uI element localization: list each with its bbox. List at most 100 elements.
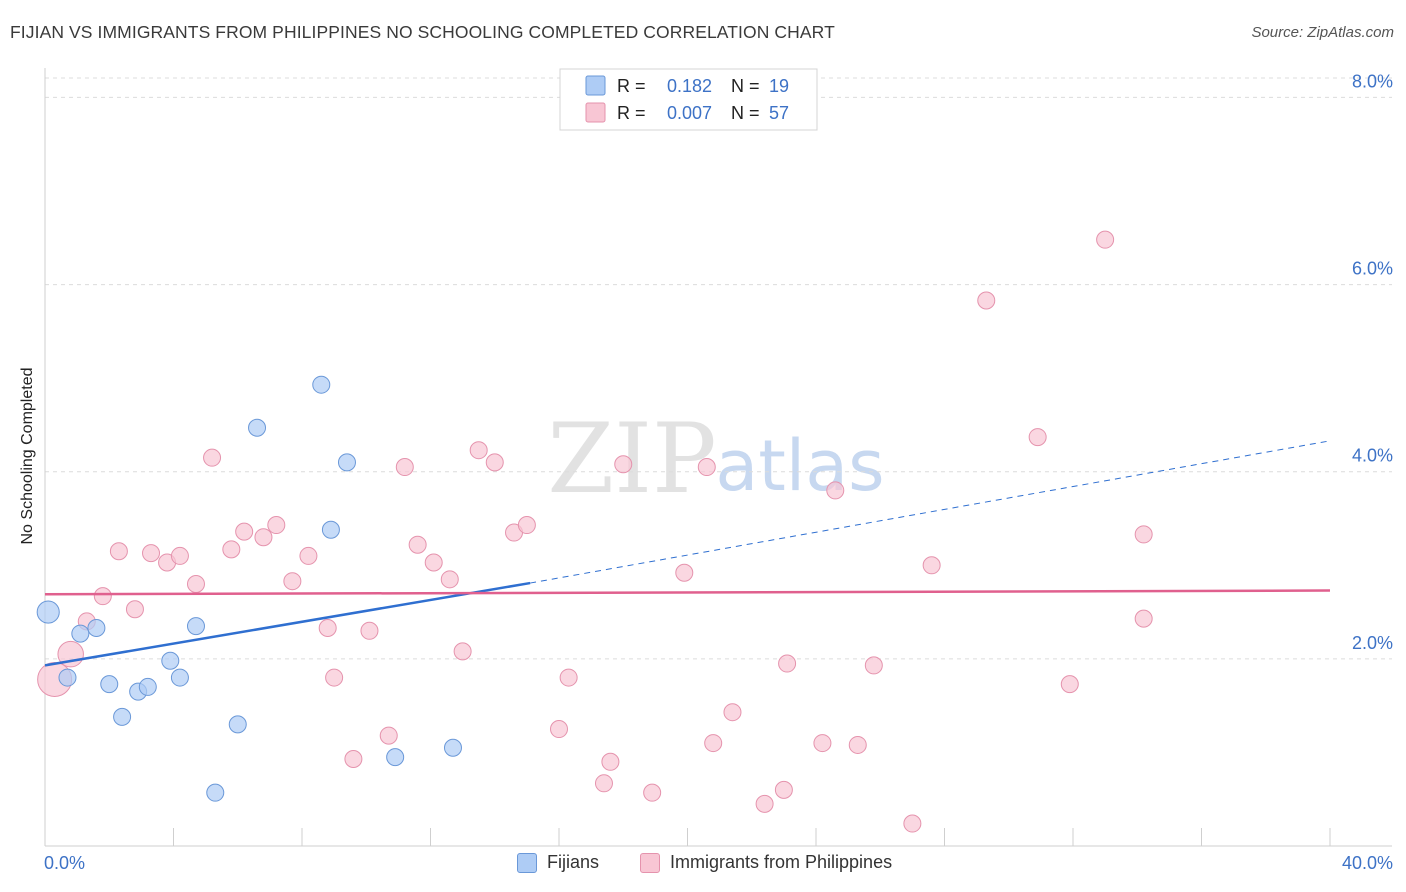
- philippines-point-44: [778, 654, 797, 673]
- fijians-point-8: [161, 651, 180, 670]
- philippines-point-21: [379, 726, 398, 745]
- philippines-point-39: [697, 458, 716, 477]
- philippines-point-33: [594, 774, 613, 793]
- philippines-point-34: [601, 752, 620, 771]
- x-tick-label-min: 0.0%: [44, 853, 85, 873]
- philippines-point-49: [903, 814, 922, 833]
- philippines-point-36: [643, 783, 662, 802]
- philippines-point-18: [325, 668, 344, 687]
- fijians-point-10: [186, 617, 205, 636]
- philippines-point-23: [408, 535, 427, 554]
- philippines-point-11: [222, 540, 241, 559]
- philippines-point-16: [299, 546, 318, 565]
- philippines-point-8: [170, 546, 189, 565]
- bottom-legend-label-fijians: Fijians: [547, 852, 600, 872]
- fijians-trend-extension: [529, 440, 1331, 584]
- philippines-point-5: [125, 600, 144, 619]
- philippines-point-31: [550, 720, 568, 739]
- watermark-zip: ZIP: [547, 403, 716, 515]
- philippines-point-15: [283, 572, 302, 591]
- watermark: ZIP atlas: [547, 403, 884, 515]
- philippines-point-40: [704, 734, 723, 753]
- fijians-point-14: [312, 375, 331, 394]
- philippines-point-46: [826, 481, 845, 500]
- fijians-point-7: [138, 677, 157, 696]
- legend-n-label-philippines: N =: [731, 103, 760, 123]
- fijians-point-4: [100, 675, 119, 694]
- tick-labels: 2.0% 4.0% 6.0% 8.0% 0.0% 40.0%: [44, 71, 1393, 873]
- fijians-point-15: [321, 520, 340, 539]
- fijians-point-5: [113, 707, 132, 726]
- philippines-point-6: [142, 544, 161, 563]
- philippines-point-48: [864, 656, 883, 675]
- philippines-point-3: [93, 587, 112, 606]
- bottom-legend-swatch-fijians: [517, 852, 537, 873]
- philippines-point-53: [1060, 675, 1079, 694]
- philippines-point-38: [675, 563, 694, 582]
- fijians-point-12: [228, 715, 247, 734]
- legend-swatch-philippines: [585, 102, 606, 123]
- fijians-point-11: [206, 783, 225, 802]
- philippines-point-55: [1134, 525, 1153, 544]
- y-tick-label-0: 2.0%: [1352, 633, 1393, 653]
- philippines-point-10: [203, 448, 222, 467]
- legend-r-label-fijians: R =: [617, 76, 646, 96]
- stats-legend: R = 0.182 N = 19 R = 0.007 N = 57: [559, 68, 818, 131]
- philippines-point-52: [1028, 428, 1047, 447]
- philippines-point-4: [109, 542, 128, 561]
- philippines-point-32: [559, 668, 578, 687]
- philippines-point-26: [453, 642, 472, 661]
- y-tick-label-1: 4.0%: [1352, 446, 1393, 466]
- legend-n-value-fijians: 19: [769, 76, 789, 96]
- data-points: [36, 85, 1153, 833]
- philippines-point-42: [755, 794, 774, 813]
- philippines-point-47: [848, 735, 867, 754]
- philippines-point-50: [922, 556, 941, 575]
- y-tick-label-2: 6.0%: [1352, 259, 1393, 279]
- legend-r-value-fijians: 0.182: [667, 76, 712, 96]
- fijians-point-1: [58, 668, 77, 687]
- legend-swatch-fijians: [585, 75, 606, 96]
- philippines-point-43: [774, 780, 793, 799]
- philippines-point-22: [395, 458, 414, 477]
- axes: [44, 68, 1392, 847]
- philippines-point-27: [469, 441, 488, 460]
- bottom-legend-item-philippines: Immigrants from Philippines: [640, 852, 892, 873]
- philippines-point-28: [485, 453, 504, 472]
- watermark-atlas: atlas: [715, 425, 884, 507]
- philippines-point-13: [254, 528, 273, 547]
- philippines-point-54: [1096, 230, 1115, 249]
- bottom-legend-item-fijians: Fijians: [517, 852, 599, 873]
- philippines-point-35: [614, 455, 633, 474]
- fijians-point-18: [443, 738, 462, 757]
- philippines-point-41: [723, 703, 742, 722]
- chart-title: FIJIAN VS IMMIGRANTS FROM PHILIPPINES NO…: [10, 22, 835, 42]
- bottom-legend-label-philippines: Immigrants from Philippines: [670, 852, 893, 872]
- source-label: Source: ZipAtlas.com: [1251, 24, 1394, 41]
- philippines-point-14: [267, 516, 286, 535]
- fijians-point-16: [337, 453, 356, 472]
- fijians-point-17: [386, 748, 405, 767]
- philippines-point-51: [977, 291, 996, 310]
- philippines-point-56: [1134, 609, 1153, 628]
- philippines-point-20: [360, 621, 379, 640]
- fijians-point-2: [71, 624, 90, 643]
- legend-n-label-fijians: N =: [731, 76, 760, 96]
- philippines-point-17: [318, 618, 337, 637]
- philippines-point-19: [344, 749, 363, 768]
- fijians-trend-line: [44, 581, 531, 667]
- legend-r-value-philippines: 0.007: [667, 103, 712, 123]
- bottom-legend: Fijians Immigrants from Philippines: [0, 852, 1406, 878]
- philippines-point-25: [440, 570, 459, 589]
- y-tick-label-3: 8.0%: [1352, 71, 1393, 91]
- philippines-point-12: [235, 522, 254, 541]
- legend-r-label-philippines: R =: [617, 103, 646, 123]
- fijians-point-3: [87, 618, 106, 637]
- fijians-point-0: [36, 600, 60, 624]
- gridlines: [45, 77, 1392, 660]
- philippines-point-30: [517, 516, 536, 535]
- philippines-trend-line: [44, 589, 1331, 596]
- philippines-point-45: [813, 734, 832, 753]
- fijians-point-9: [170, 668, 189, 687]
